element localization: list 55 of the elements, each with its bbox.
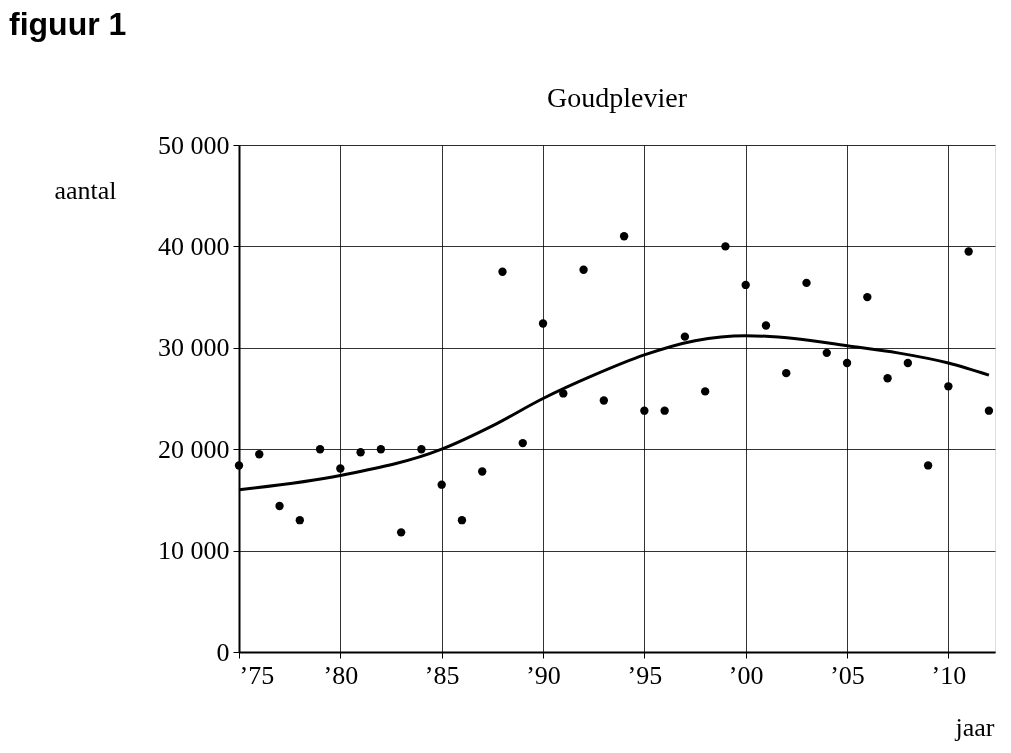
point	[984, 406, 994, 415]
point	[275, 501, 284, 511]
point	[478, 467, 487, 476]
x-axis-title: jaar	[954, 712, 995, 742]
text: figuur 1	[9, 6, 127, 42]
point	[640, 406, 649, 415]
y-tick-label: 30 000	[158, 333, 230, 363]
y-tick-label: 10 000	[158, 536, 230, 566]
point	[417, 445, 426, 454]
x-tick-label: ’90	[526, 660, 561, 690]
point	[741, 280, 750, 290]
x-tick-label: ’80	[323, 660, 359, 690]
point	[964, 247, 973, 256]
y-tick-label: 20 000	[158, 434, 230, 464]
x-tick-label: ’75	[239, 660, 275, 690]
x-tick-label: ’85	[424, 660, 460, 690]
point	[437, 480, 446, 489]
x-tick-label: ’05	[830, 660, 865, 690]
point	[822, 348, 831, 358]
point	[356, 448, 365, 457]
point	[944, 382, 953, 391]
chart-title: Goudplevier	[547, 82, 688, 113]
point	[255, 450, 264, 459]
point	[376, 445, 386, 454]
x-tick-label: ’10	[931, 660, 967, 690]
y-axis-title: aantal	[54, 175, 117, 205]
point	[315, 445, 325, 454]
point	[700, 387, 710, 396]
point	[863, 292, 872, 302]
point	[619, 232, 629, 241]
point	[903, 358, 913, 368]
point	[660, 406, 669, 415]
y-tick-label: 50 000	[158, 130, 230, 160]
point	[396, 528, 406, 537]
point	[457, 516, 467, 525]
y-tick-label: 0	[216, 637, 230, 667]
point	[721, 242, 730, 251]
point	[234, 461, 244, 470]
point	[579, 265, 588, 274]
point	[498, 267, 507, 276]
point	[295, 516, 304, 525]
point	[883, 374, 892, 383]
point	[782, 368, 791, 378]
point	[923, 461, 933, 470]
point	[518, 438, 527, 448]
point	[538, 319, 548, 328]
point	[599, 396, 609, 405]
x-tick-label: ’00	[728, 660, 764, 690]
point	[680, 332, 690, 341]
point	[336, 464, 345, 473]
x-tick-label: ’95	[627, 660, 663, 690]
point	[842, 358, 852, 368]
point	[761, 321, 771, 330]
point	[802, 278, 811, 288]
y-tick-label: 40 000	[158, 231, 230, 261]
